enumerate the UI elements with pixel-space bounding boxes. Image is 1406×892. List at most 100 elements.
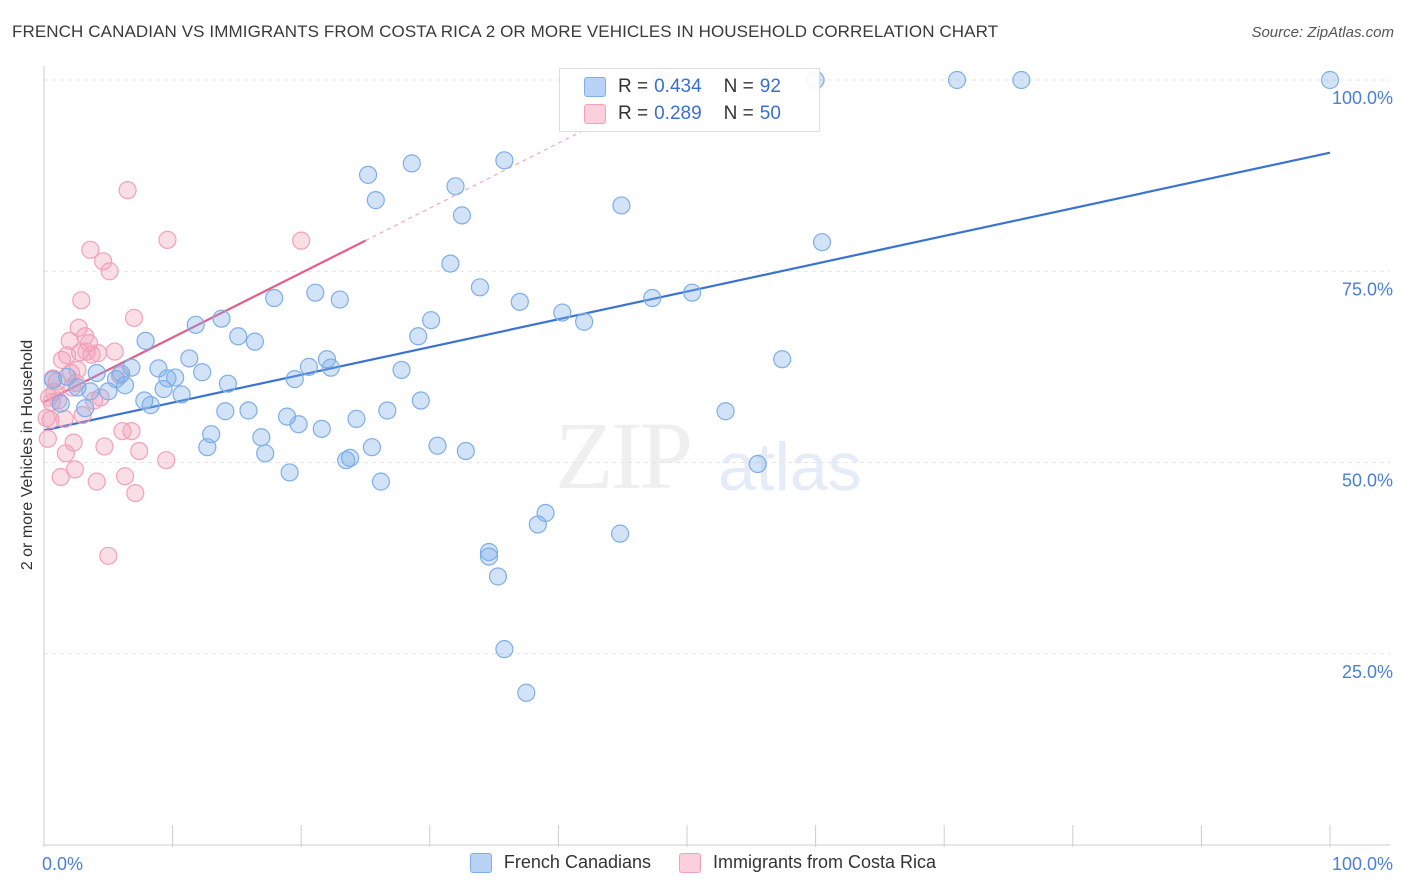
data-point-french-canadians [317, 350, 337, 369]
data-point-costa-rica [95, 437, 114, 456]
data-point-french-canadians [812, 233, 832, 252]
data-point-costa-rica [88, 344, 108, 363]
data-point-french-canadians [612, 196, 631, 215]
data-point-french-canadians [575, 312, 594, 331]
data-point-costa-rica [41, 410, 60, 429]
series-costa-rica-points [37, 181, 311, 565]
watermark-zip: ZIP [555, 402, 693, 509]
trend-line-french-canadians [43, 151, 1331, 432]
data-point-french-canadians [216, 402, 235, 421]
data-point-french-canadians [411, 391, 430, 410]
data-point-french-canadians [154, 379, 173, 399]
data-point-french-canadians [239, 401, 258, 420]
legend-item-french-canadians: French Canadians [469, 852, 652, 873]
data-point-french-canadians [517, 683, 536, 702]
data-point-french-canadians [43, 370, 63, 389]
legend-row-french-canadians: R = 0.434 N = 92 [584, 74, 781, 100]
data-point-french-canadians [402, 154, 421, 173]
data-point-french-canadians [446, 177, 465, 196]
data-point-french-canadians [135, 391, 154, 410]
data-point-french-canadians [115, 376, 135, 395]
series-french-canadians-points [43, 70, 1340, 702]
data-point-french-canadians [1320, 70, 1340, 90]
data-point-french-canadians [716, 402, 735, 421]
data-point-french-canadians [366, 191, 385, 210]
data-point-french-canadians [1012, 70, 1031, 90]
data-point-french-canadians [265, 288, 284, 308]
data-point-costa-rica [158, 230, 177, 249]
data-point-french-canadians [347, 409, 366, 428]
tick-labels: 25.0% 50.0% 75.0% 100.0% 0.0% 100.0% [42, 88, 1393, 874]
data-point-french-canadians [371, 472, 391, 491]
data-point-french-canadians [193, 363, 212, 382]
data-point-french-canadians [252, 428, 271, 447]
data-point-french-canadians [409, 327, 428, 346]
grid [44, 79, 1390, 655]
data-point-french-canadians [76, 399, 95, 418]
x-tick-label: 0.0% [42, 854, 83, 874]
data-point-french-canadians [378, 401, 397, 420]
data-point-french-canadians [87, 363, 106, 383]
data-point-costa-rica [100, 262, 119, 281]
data-point-french-canadians [510, 292, 529, 311]
data-point-french-canadians [106, 370, 126, 389]
data-point-french-canadians [392, 360, 411, 380]
data-point-french-canadians [312, 419, 331, 438]
y-tick-label: 100.0% [1332, 88, 1393, 108]
data-point-costa-rica [81, 240, 100, 259]
data-point-french-canadians [229, 327, 248, 346]
data-point-french-canadians [285, 370, 304, 389]
data-point-french-canadians [51, 394, 70, 413]
data-point-french-canadians [479, 542, 499, 562]
data-point-french-canadians [358, 165, 378, 184]
watermark-atlas: atlas [718, 429, 862, 505]
data-point-french-canadians [452, 206, 472, 225]
blue-swatch-icon [584, 77, 606, 97]
y-tick-label: 25.0% [1342, 662, 1393, 682]
n-value: 50 [759, 103, 781, 124]
data-point-costa-rica [49, 391, 68, 410]
r-value: 0.289 [654, 103, 702, 124]
data-point-costa-rica [118, 181, 137, 200]
data-point-french-canadians [611, 524, 630, 543]
data-point-costa-rica [82, 345, 101, 364]
data-point-french-canadians [280, 463, 299, 482]
data-point-costa-rica [115, 467, 135, 486]
n-value: 92 [759, 76, 781, 97]
pink-swatch-icon [679, 852, 702, 873]
data-point-french-canadians [299, 357, 319, 376]
data-point-french-canadians [340, 448, 360, 468]
data-point-costa-rica [105, 342, 124, 361]
data-point-french-canadians [256, 444, 275, 463]
data-point-french-canadians [112, 364, 131, 383]
data-point-french-canadians [748, 454, 767, 474]
data-point-french-canadians [553, 303, 572, 322]
data-point-french-canadians [479, 547, 499, 566]
data-point-french-canadians [158, 369, 177, 388]
data-point-french-canadians [441, 254, 460, 273]
data-point-french-canadians [172, 385, 191, 404]
data-point-french-canadians [180, 349, 199, 368]
data-point-costa-rica [51, 467, 70, 487]
legend-label: French Canadians [503, 852, 652, 872]
data-point-costa-rica [72, 291, 91, 310]
data-point-costa-rica [99, 546, 118, 565]
data-point-french-canadians [245, 332, 265, 351]
data-point-french-canadians [773, 350, 792, 369]
data-point-french-canadians [81, 382, 100, 401]
n-label: N = [723, 76, 754, 97]
axes [43, 66, 1390, 847]
data-point-costa-rica [122, 422, 141, 441]
data-point-costa-rica [64, 433, 83, 452]
source-label: Source: ZipAtlas.com [1251, 24, 1394, 41]
data-point-costa-rica [124, 308, 144, 328]
trend-line-costa-rica [43, 239, 366, 404]
data-point-french-canadians [536, 503, 555, 523]
n-label: N = [723, 103, 754, 124]
data-point-french-canadians [421, 311, 441, 330]
y-tick-label: 50.0% [1342, 471, 1393, 491]
data-point-french-canadians [166, 368, 185, 387]
trend-lines [43, 110, 1331, 432]
data-point-french-canadians [470, 278, 490, 297]
data-point-french-canadians [306, 283, 325, 302]
